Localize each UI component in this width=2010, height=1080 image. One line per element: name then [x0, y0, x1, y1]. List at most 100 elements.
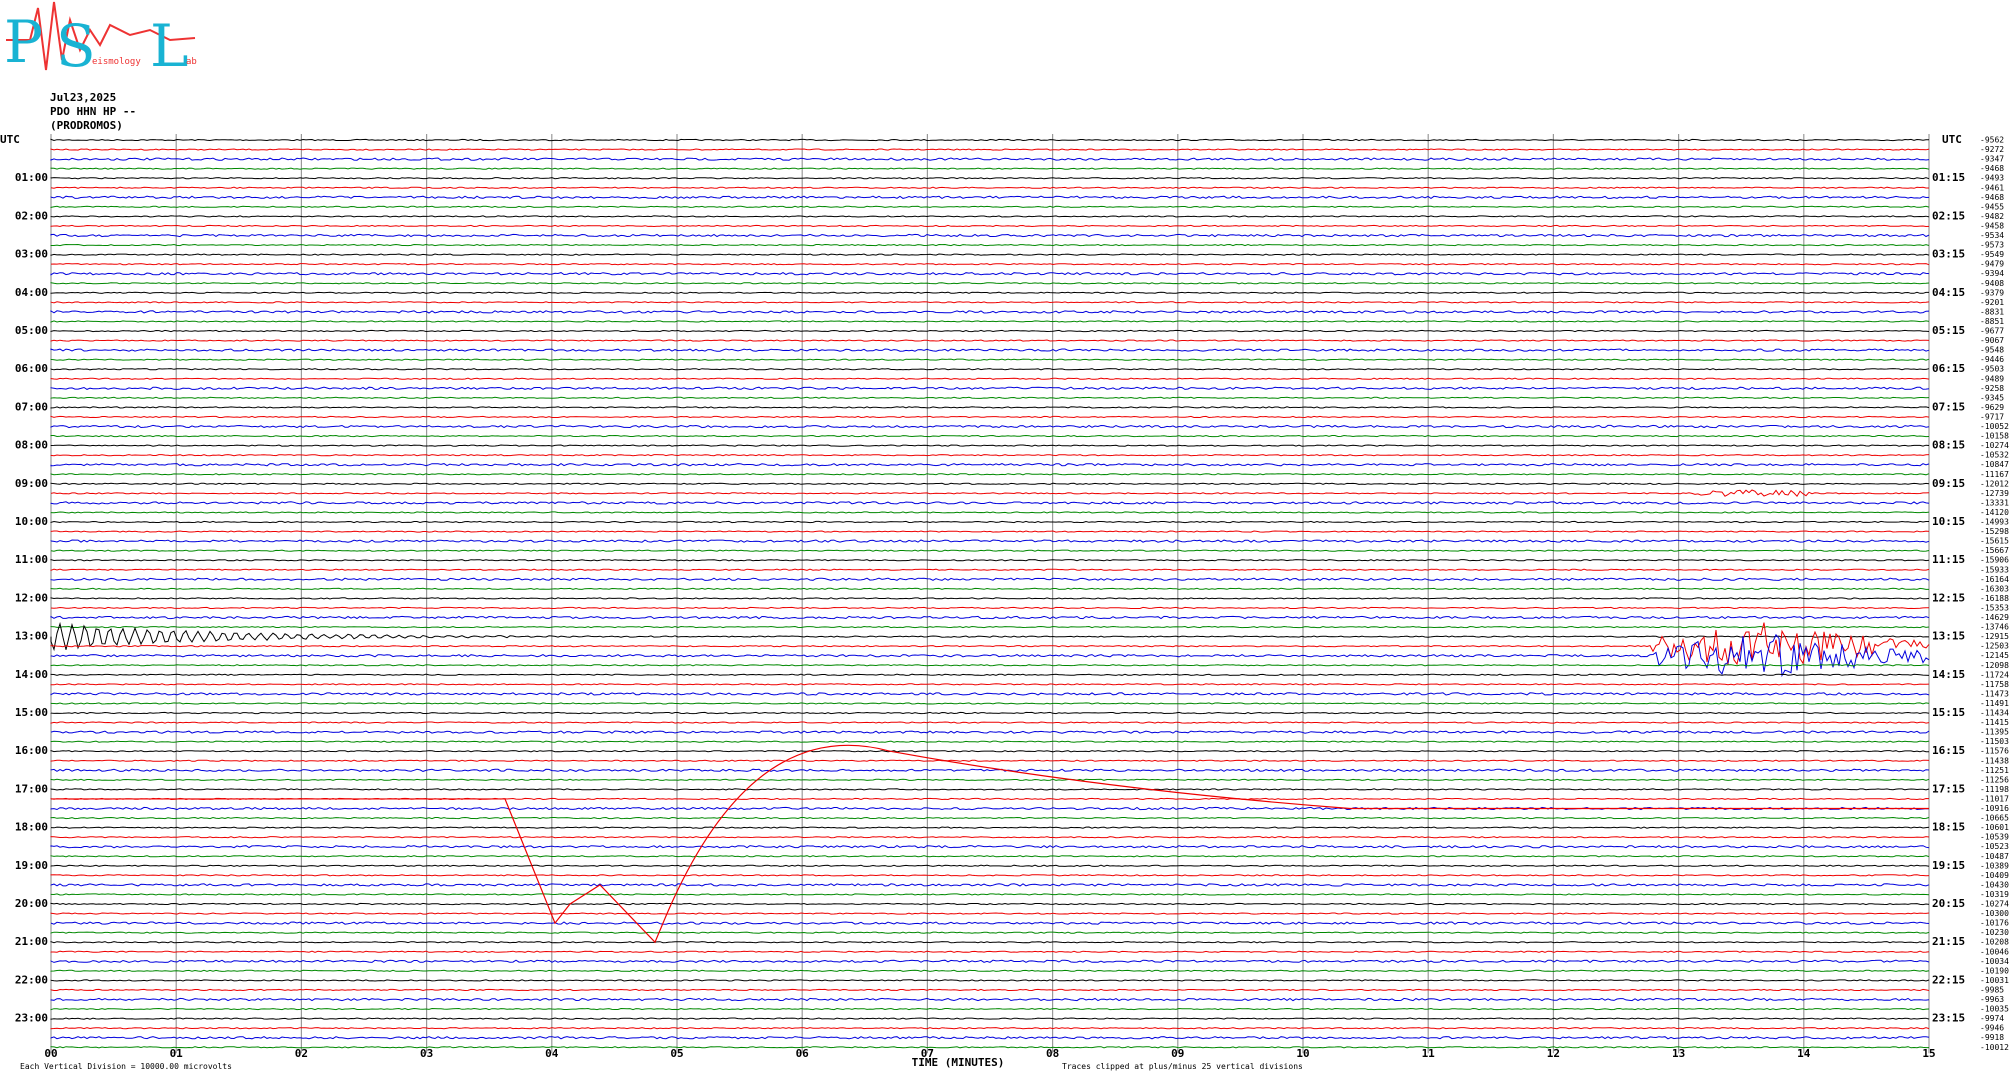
trace-offset: -11017 — [1980, 794, 2009, 803]
trace — [50, 549, 1930, 552]
trace — [50, 406, 1930, 409]
station: PDO HHN HP -- — [50, 105, 136, 118]
right-time-label: 19:15 — [1932, 859, 1965, 872]
trace — [50, 358, 1930, 361]
trace-offset: -10601 — [1980, 823, 2009, 832]
trace — [50, 921, 1930, 925]
x-tick-label: 04 — [545, 1047, 559, 1060]
trace-offset: -14120 — [1980, 508, 2009, 517]
trace — [50, 768, 1930, 772]
left-time-label: 23:00 — [15, 1012, 48, 1025]
left-time-label: 13:00 — [15, 630, 48, 643]
x-tick-label: 08 — [1046, 1047, 1059, 1060]
trace — [50, 167, 1930, 170]
x-tick-label: 14 — [1797, 1047, 1811, 1060]
clip-note: Traces clipped at plus/minus 25 vertical… — [1062, 1062, 1303, 1071]
trace-offset: -15933 — [1980, 565, 2009, 574]
left-time-label: 15:00 — [15, 706, 48, 719]
trace — [50, 788, 1930, 791]
trace — [50, 816, 1930, 820]
trace-offset: -9455 — [1980, 202, 2004, 211]
scale-note: Each Vertical Division = 10000.00 microv… — [20, 1062, 232, 1071]
x-tick-label: 15 — [1922, 1047, 1935, 1060]
trace-offset: -9379 — [1980, 288, 2004, 297]
trace-offset: -9562 — [1980, 136, 2004, 145]
right-time-label: 09:15 — [1932, 477, 1965, 490]
trace-offset: -8831 — [1980, 307, 2004, 316]
trace-offset: -9408 — [1980, 279, 2004, 288]
trace-offset: -10230 — [1980, 928, 2009, 937]
trace — [50, 1017, 1930, 1020]
right-time-label: 16:15 — [1932, 744, 1965, 757]
trace — [50, 959, 1930, 964]
trace-offset: -12012 — [1980, 479, 2009, 488]
trace — [50, 339, 1930, 342]
left-time-label: UTC — [0, 133, 20, 146]
trace-offset: -12098 — [1980, 661, 2009, 670]
trace — [50, 711, 1930, 715]
trace-offset: -10274 — [1980, 900, 2009, 909]
trace — [50, 559, 1930, 562]
right-time-label: 04:15 — [1932, 286, 1965, 299]
trace-offset: -10046 — [1980, 947, 2009, 956]
trace — [50, 224, 1930, 228]
logo-wave — [6, 1, 196, 71]
trace — [50, 386, 1930, 390]
trace-offset: -9548 — [1980, 346, 2004, 355]
trace-offset: -9493 — [1980, 174, 2004, 183]
trace — [50, 530, 1930, 533]
trace-offset: -9489 — [1980, 374, 2004, 383]
trace-offset: -9394 — [1980, 269, 2004, 278]
trace — [50, 454, 1930, 457]
left-time-label: 21:00 — [15, 935, 48, 948]
right-time-label: 22:15 — [1932, 973, 1965, 986]
trace-offset: -16188 — [1980, 594, 2009, 603]
trace — [50, 473, 1930, 476]
trace — [50, 702, 1930, 705]
right-time-label: 14:15 — [1932, 668, 1965, 681]
right-time-label: 15:15 — [1932, 706, 1965, 719]
trace — [50, 205, 1930, 209]
left-time-label: 05:00 — [15, 324, 48, 337]
trace — [50, 893, 1930, 896]
trace — [50, 215, 1930, 218]
trace — [50, 633, 1930, 678]
right-time-label: 08:15 — [1932, 439, 1965, 452]
trace-offset: -12145 — [1980, 651, 2009, 660]
trace — [50, 444, 1930, 447]
right-time-label: 01:15 — [1932, 171, 1965, 184]
trace-offset: -9918 — [1980, 1033, 2004, 1042]
trace-offset: -10532 — [1980, 451, 2009, 460]
trace-offset: -10031 — [1980, 976, 2009, 985]
trace-offset: -9067 — [1980, 336, 2004, 345]
trace-offset: -11251 — [1980, 766, 2009, 775]
trace — [50, 622, 1930, 666]
trace-offset: -10916 — [1980, 804, 2009, 813]
trace — [50, 673, 1930, 676]
left-time-label: 10:00 — [15, 515, 48, 528]
trace-offset: -13746 — [1980, 623, 2009, 632]
left-time-label: 07:00 — [15, 400, 48, 413]
left-time-label: 03:00 — [15, 248, 48, 261]
trace — [50, 272, 1930, 276]
trace-offset: -9479 — [1980, 260, 2004, 269]
trace-offset: -9468 — [1980, 193, 2004, 202]
trace-offset: -9534 — [1980, 231, 2004, 240]
trace — [50, 539, 1930, 543]
trace — [50, 243, 1930, 247]
trace — [50, 511, 1930, 514]
x-tick-label: 05 — [670, 1047, 683, 1060]
trace-offset: -12915 — [1980, 632, 2009, 641]
trace-offset: -11395 — [1980, 728, 2009, 737]
trace-offset: -10430 — [1980, 880, 2009, 889]
trace-offset: -13331 — [1980, 498, 2009, 507]
trace — [50, 778, 1930, 781]
trace-offset: -15615 — [1980, 537, 2009, 546]
x-tick-label: 01 — [170, 1047, 184, 1060]
right-time-label: 06:15 — [1932, 362, 1965, 375]
trace-offset: -16303 — [1980, 584, 2009, 593]
trace — [50, 597, 1930, 600]
trace — [50, 138, 1929, 142]
x-tick-label: 02 — [295, 1047, 308, 1060]
trace — [50, 931, 1930, 934]
